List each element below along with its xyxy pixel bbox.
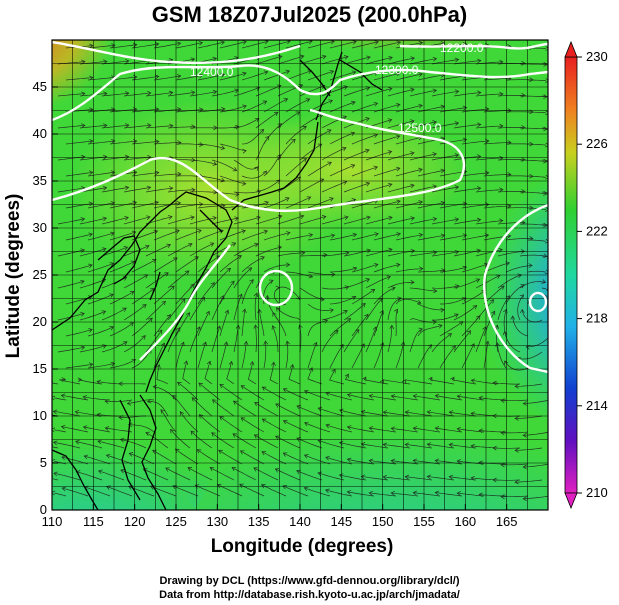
map-title: GSM 18Z07Jul2025 (200.0hPa) — [151, 2, 468, 27]
y-tick-label: 30 — [33, 220, 47, 235]
x-axis-label: Longitude (degrees) — [210, 536, 394, 557]
x-tick-label: 115 — [83, 514, 104, 529]
contour-label-12500: 12500.0 — [398, 121, 442, 135]
temperature-field — [52, 40, 548, 510]
coastline — [52, 51, 383, 510]
contour-label-12200: 12200.0 — [440, 41, 484, 55]
colorbar-tick-label: 210 — [586, 485, 608, 500]
x-tick-label: 125 — [165, 514, 187, 529]
height-contours — [52, 40, 548, 374]
credit-data-source: Data from http://database.rish.kyoto-u.a… — [159, 589, 460, 601]
x-tick-label: 130 — [206, 514, 228, 529]
y-tick-label: 0 — [40, 502, 47, 517]
y-tick-label: 25 — [33, 267, 47, 282]
lat-lon-grid — [52, 40, 548, 510]
y-tick-label: 10 — [33, 408, 47, 423]
colorbar-tick-label: 222 — [586, 223, 608, 238]
y-tick-label: 40 — [33, 126, 47, 141]
y-tick-label: 20 — [33, 314, 47, 329]
y-axis: 0 5 10 15 20 25 30 35 40 45 — [33, 79, 58, 517]
contour-label-12300: 12300.0 — [375, 63, 419, 77]
x-tick-label: 150 — [372, 514, 394, 529]
x-tick-label: 120 — [124, 514, 146, 529]
colorbar-tick-label: 226 — [586, 136, 608, 151]
x-tick-label: 110 — [42, 514, 63, 529]
colorbar-tick-label: 230 — [586, 49, 608, 64]
x-axis: 110 115 120 125 130 135 140 145 150 155 160 165 — [42, 504, 518, 529]
colorbar-tick-label: 214 — [586, 398, 608, 413]
x-tick-label: 155 — [413, 514, 435, 529]
y-tick-label: 45 — [33, 79, 47, 94]
colorbar: 230 226 222 218 214 210 — [564, 40, 608, 510]
x-tick-label: 160 — [454, 514, 476, 529]
colorbar-tick-label: 218 — [586, 311, 608, 326]
y-tick-label: 35 — [33, 173, 47, 188]
credit-dcl: Drawing by DCL (https://www.gfd-dennou.o… — [159, 575, 460, 587]
x-tick-label: 135 — [248, 514, 270, 529]
y-tick-label: 15 — [33, 361, 47, 376]
contour-label-12400: 12400.0 — [190, 65, 234, 79]
y-tick-label: 5 — [40, 455, 47, 470]
x-tick-label: 165 — [496, 514, 518, 529]
x-tick-label: 140 — [289, 514, 311, 529]
x-tick-label: 145 — [330, 514, 352, 529]
